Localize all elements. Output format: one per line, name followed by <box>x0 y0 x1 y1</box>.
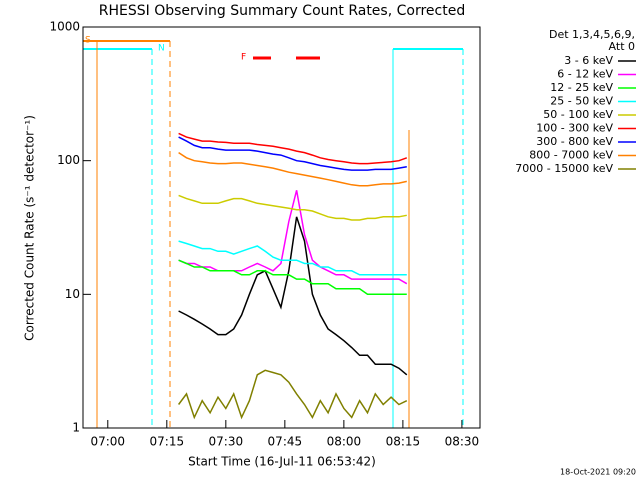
series-line <box>177 369 408 420</box>
legend-header: Att 0 <box>609 40 635 53</box>
x-tick-label: 07:15 <box>150 435 185 449</box>
flag-label: S <box>85 36 91 46</box>
plot-frame <box>82 26 481 429</box>
legend-label: 3 - 6 keV <box>564 54 613 67</box>
legend-label: 25 - 50 keV <box>550 95 613 108</box>
x-tick-label: 08:00 <box>327 435 362 449</box>
series-line <box>178 259 407 296</box>
y-tick-label: 1000 <box>49 20 80 34</box>
chart-title: RHESSI Observing Summary Count Rates, Co… <box>99 3 465 19</box>
series-line <box>178 216 408 376</box>
series-line <box>178 151 407 187</box>
x-tick-label: 07:00 <box>90 435 125 449</box>
x-tick-label: 07:45 <box>268 435 303 449</box>
series-line <box>178 194 407 221</box>
legend-header: Det 1,3,4,5,6,9, <box>549 28 635 41</box>
state-lines <box>83 40 464 428</box>
legend-label: 12 - 25 keV <box>550 81 613 94</box>
y-tick-label: 100 <box>57 153 80 167</box>
series-line <box>178 132 408 165</box>
flag-label: F <box>241 53 246 63</box>
flag-label: N <box>158 44 165 54</box>
legend-label: 100 - 300 keV <box>536 122 613 135</box>
y-tick-label: 1 <box>72 421 80 435</box>
y-axis-label: Corrected Count Rate (s⁻¹ detector⁻¹) <box>23 115 37 341</box>
footer: 18-Oct-2021 09:20 <box>560 468 636 477</box>
y-tick-label: 10 <box>65 287 80 301</box>
legend-label: 300 - 800 keV <box>536 135 613 148</box>
x-tick-label: 08:30 <box>445 435 480 449</box>
legend-label: 7000 - 15000 keV <box>515 162 613 175</box>
legend-label: 50 - 100 keV <box>543 108 613 121</box>
legend-label: 800 - 7000 keV <box>529 149 613 162</box>
legend-label: 6 - 12 keV <box>557 68 613 81</box>
series-line <box>178 136 407 171</box>
x-tick-label: 08:15 <box>386 435 421 449</box>
series-line <box>178 240 407 276</box>
x-axis-label: Start Time (16-Jul-11 06:53:42) <box>188 455 376 469</box>
x-tick-label: 07:30 <box>209 435 244 449</box>
